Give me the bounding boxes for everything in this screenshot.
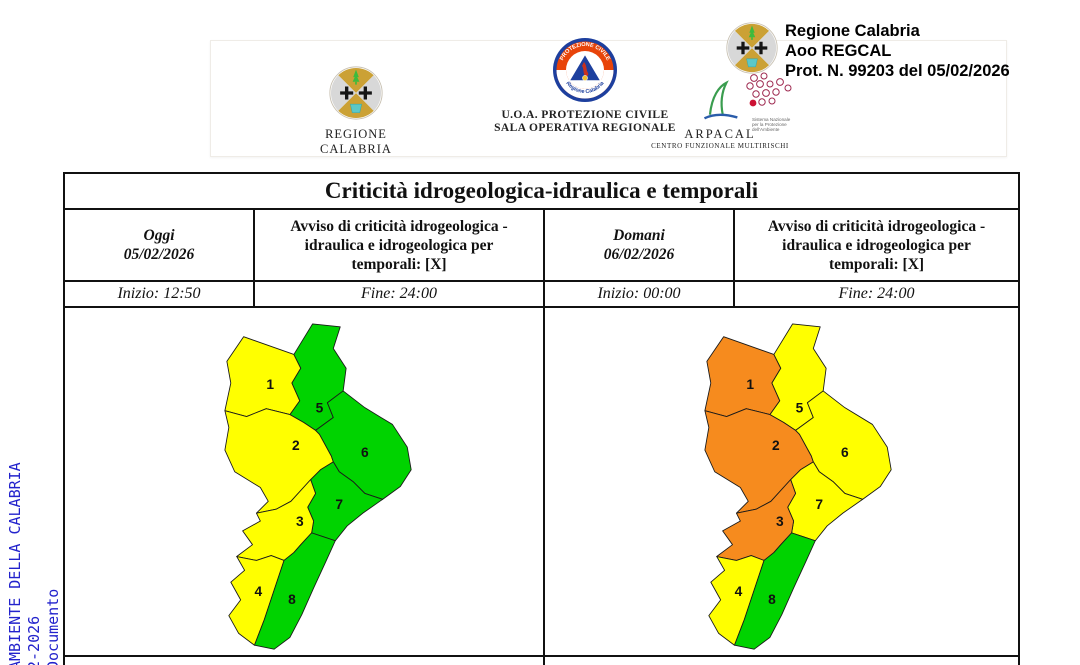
pc-caption-line2: SALA OPERATIVA REGIONALE [494,122,676,134]
regione-calabria-logo-block: REGIONE CALABRIA [300,64,412,157]
tomorrow-map-cell: 1 2 3 4 5 6 7 8 [542,306,1021,657]
tomorrow-label: Domani [613,227,665,244]
zone-6-label: 6 [361,444,369,459]
snpa-caption-line3: dell'Ambiente [752,127,780,133]
protocol-stamp: Regione Calabria Aoo REGCAL Prot. N. 992… [725,18,1010,81]
today-avviso-cell: Avviso di criticità idrogeologica - idra… [253,208,545,282]
zone-7-label: 7 [815,497,823,512]
pc-caption-line1: U.O.A. PROTEZIONE CIVILE [501,109,669,121]
zone-4-label: 4 [735,583,743,598]
snpa-logo-block: Sistema Nazionale per la Protezione dell… [740,72,830,133]
zone-7-label: 7 [335,497,343,512]
today-label: Oggi [143,227,175,244]
zone-1-shape [704,335,782,417]
today-map-cell: 1 2 3 4 5 6 7 8 [63,306,545,657]
arpacal-subcaption: CENTRO FUNZIONALE MULTIRISCHI [651,142,789,150]
next-row-stub-left [63,655,545,665]
tomorrow-avviso-text: Avviso di criticità idrogeologica - idra… [767,217,986,273]
criticita-table: Criticità idrogeologica-idraulica e temp… [62,172,1021,665]
today-fine-cell: Fine: 24:00 [253,280,545,308]
zone-1-shape [224,335,302,417]
stamp-regione-logo [726,22,778,74]
regione-calabria-logo [329,66,383,120]
calabria-map-oggi: 1 2 3 4 5 6 7 8 [224,322,412,650]
stamp-line-ente: Regione Calabria [785,22,920,40]
tomorrow-fine-cell: Fine: 24:00 [732,280,1021,308]
protezione-civile-logo-block: PROTEZIONE CIVILE Regione Calabria U.O.A… [485,36,685,135]
arpacal-logo [703,80,738,120]
stamp-line-protocollo: Prot. N. 99203 del 05/02/2026 [785,62,1010,80]
zone-6-label: 6 [841,444,849,459]
tomorrow-header-cell: Domani 06/02/2026 [543,208,735,282]
zone-5-label: 5 [796,400,804,415]
zone-5-label: 5 [316,400,324,415]
tomorrow-date: 06/02/2026 [603,246,675,263]
zone-3-label: 3 [296,513,304,528]
today-date: 05/02/2026 [123,246,195,263]
arpacal-logo-block: ARPACAL CENTRO FUNZIONALE MULTIRISCHI [650,80,790,150]
vertical-line-1: AMBIENTE DELLA CALABRIA [6,462,24,665]
vertical-line-2: 2-2026 [25,615,43,665]
arpacal-caption: ARPACAL [684,127,756,141]
table-title: Criticità idrogeologica-idraulica e temp… [62,172,1021,210]
zone-8-label: 8 [768,591,776,606]
today-avviso-text: Avviso di criticità idrogeologica - idra… [290,217,508,273]
zone-2-label: 2 [772,438,780,453]
next-row-stub-right [542,655,1021,665]
calabria-map-domani: 1 2 3 4 5 6 7 8 [704,322,892,650]
tomorrow-avviso-cell: Avviso di criticità idrogeologica - idra… [732,208,1021,282]
snpa-caption-line1: Sistema Nazionale [752,117,791,122]
zone-8-shape [254,531,336,650]
zone-1-label: 1 [266,376,274,391]
snpa-molecule-icon [746,72,792,107]
protezione-civile-logo: PROTEZIONE CIVILE Regione Calabria [553,38,617,102]
snpa-caption-line2: per la Protezione [752,122,787,128]
zone-1-label: 1 [746,376,754,391]
vertical-margin-text: AMBIENTE DELLA CALABRIA 2-2026 Documento [6,462,63,665]
vertical-line-3: Documento [44,588,62,665]
today-inizio-cell: Inizio: 12:50 [63,280,255,308]
tomorrow-inizio-cell: Inizio: 00:00 [543,280,735,308]
stamp-line-aoo: Aoo REGCAL [785,42,892,60]
regione-calabria-caption: REGIONE CALABRIA [320,127,392,156]
zone-8-shape [734,531,816,650]
zone-4-label: 4 [255,583,263,598]
zone-8-label: 8 [288,591,296,606]
zone-3-label: 3 [776,513,784,528]
zone-2-label: 2 [292,438,300,453]
today-header-cell: Oggi 05/02/2026 [63,208,255,282]
